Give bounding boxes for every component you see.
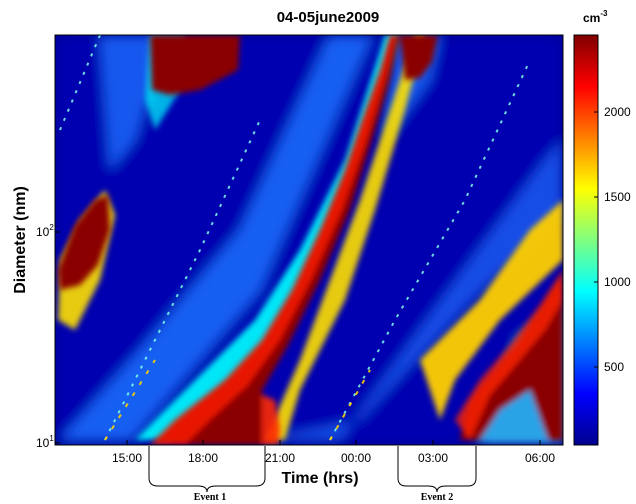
x-tick-label: 21:00 [265, 451, 295, 465]
chart-title: 04-05june2009 [277, 9, 380, 26]
x-axis-label: Time (hrs) [281, 470, 358, 487]
event-1-label: Event 1 [194, 492, 227, 503]
y-axis: 101 102 [36, 223, 60, 450]
colorbar-tick-label: 500 [604, 360, 624, 374]
colorbar-tick-label: 2000 [604, 105, 631, 119]
colorbar-tick-label: 1000 [604, 275, 631, 289]
colorbar-unit: cm-3 [583, 9, 608, 25]
heatmap-area [55, 35, 563, 445]
y-tick-label: 102 [36, 223, 54, 239]
event-2-bracket [397, 446, 477, 493]
event-1-bracket [148, 446, 266, 493]
x-axis: 15:00 18:00 21:00 00:00 03:00 06:00 [112, 440, 555, 465]
x-tick-label: 00:00 [341, 451, 371, 465]
x-tick-label: 06:00 [525, 451, 555, 465]
event-2-label: Event 2 [421, 492, 454, 503]
colorbar-tick-label: 1500 [604, 190, 631, 204]
x-tick-label: 03:00 [418, 451, 448, 465]
x-tick-label: 18:00 [188, 451, 218, 465]
y-axis-label: Diameter (nm) [12, 186, 29, 294]
plot-frame [54, 34, 564, 446]
colorbar: 500 1000 1500 2000 [573, 34, 631, 446]
x-tick-label: 15:00 [112, 451, 142, 465]
y-tick-label: 101 [36, 434, 54, 450]
